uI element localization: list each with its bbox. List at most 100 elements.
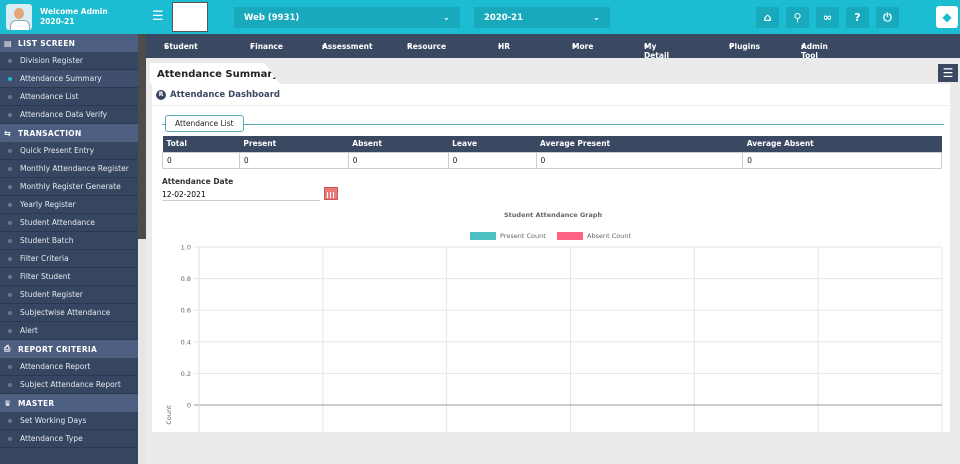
- nav-item[interactable]: Assessment ▾: [322, 41, 373, 51]
- sidebar-item-label: Monthly Attendance Register: [20, 164, 129, 173]
- chevron-down-icon: ⌄: [592, 12, 600, 23]
- calendar-icon[interactable]: [324, 187, 338, 200]
- sidebar-section[interactable]: ▤ LIST SCREEN: [0, 34, 138, 52]
- sidebar-item[interactable]: Student Register: [0, 286, 138, 304]
- nav-label: More: [572, 41, 594, 51]
- filter-settings-icon[interactable]: ☰: [938, 64, 958, 82]
- bullet-icon: [8, 94, 12, 99]
- column-header: Average Present: [536, 136, 743, 152]
- y-tick-label: 0.4: [181, 338, 191, 346]
- attendance-date-input[interactable]: [162, 188, 320, 201]
- legend-label: Present Count: [500, 232, 546, 240]
- branch-select[interactable]: Web (9931) ⌄: [234, 7, 460, 28]
- nav-label: Admin Tool: [801, 41, 828, 60]
- bullet-icon: [8, 274, 12, 279]
- bullet-icon: [8, 58, 12, 63]
- sidebar-item-label: Attendance Summary: [20, 74, 102, 83]
- nav-item[interactable]: Finance ▾: [250, 41, 283, 51]
- hamburger-menu-icon[interactable]: ☰: [152, 9, 164, 24]
- sidebar-item[interactable]: Student Attendance: [0, 214, 138, 232]
- sidebar-item[interactable]: Monthly Register Generate: [0, 178, 138, 196]
- nav-item[interactable]: HR ▾: [498, 41, 511, 51]
- bullet-icon: [8, 202, 12, 207]
- sidebar-item-label: Attendance Type: [20, 434, 83, 443]
- bullet-icon: [8, 364, 12, 369]
- sidebar-item[interactable]: Attendance Data Verify: [0, 106, 138, 124]
- legend-swatch: [470, 232, 496, 240]
- sidebar-item[interactable]: Division Register: [0, 52, 138, 70]
- y-tick-label: 0: [187, 402, 191, 410]
- nav-label: Assessment: [322, 41, 373, 51]
- sidebar-item[interactable]: Filter Student: [0, 268, 138, 286]
- nav-item[interactable]: My Detail ▾: [644, 41, 670, 60]
- sidebar-item-label: Division Register: [20, 56, 83, 65]
- column-header: Total: [162, 136, 240, 152]
- sidebar-item[interactable]: Student Batch: [0, 232, 138, 250]
- search-icon[interactable]: ⚲: [786, 7, 809, 28]
- sidebar-item[interactable]: Set Working Days: [0, 412, 138, 430]
- sidebar-item[interactable]: Subjectwise Attendance: [0, 304, 138, 322]
- nav-item[interactable]: Resource ▾: [407, 41, 447, 51]
- y-axis-label: Count: [165, 405, 173, 425]
- legend-absent[interactable]: Absent Count: [557, 232, 631, 240]
- bullet-icon: [8, 292, 12, 297]
- sidebar-item[interactable]: Yearly Register: [0, 196, 138, 214]
- table-cell: 0: [238, 151, 349, 169]
- sidebar-item[interactable]: Subject Attendance Report: [0, 376, 138, 394]
- year-text: 2020-21: [40, 17, 75, 26]
- section-label: LIST SCREEN: [18, 38, 76, 48]
- sidebar-section[interactable]: ♛ MASTER: [0, 394, 138, 412]
- session-select[interactable]: 2020-21 ⌄: [474, 7, 610, 28]
- sidebar-item[interactable]: Attendance Type: [0, 430, 138, 448]
- sidebar-item[interactable]: Monthly Attendance Register: [0, 160, 138, 178]
- bullet-icon: [8, 328, 12, 333]
- sidebar-item-label: Monthly Register Generate: [20, 182, 121, 191]
- list-icon: ▤: [4, 38, 12, 48]
- sidebar-item-label: Quick Present Entry: [20, 146, 95, 155]
- power-icon[interactable]: ⏻: [876, 7, 899, 28]
- welcome-text: Welcome Admin: [40, 7, 108, 16]
- top-header: Welcome Admin 2020-21 ☰ Web (9931) ⌄ 2020-…: [0, 0, 960, 34]
- sidebar-item[interactable]: Attendance List: [0, 88, 138, 106]
- bullet-icon: [8, 76, 12, 81]
- nav-item[interactable]: Admin Tool ▾: [801, 41, 828, 60]
- sidebar-item-label: Student Register: [20, 290, 83, 299]
- attendance-chart: 1.0 0.8 0.6 0.4 0.2 0 Count: [165, 244, 943, 432]
- sidebar-item[interactable]: Attendance Summary: [0, 70, 138, 88]
- sidebar-section[interactable]: ⎙ REPORT CRITERIA: [0, 340, 138, 358]
- page-tab[interactable]: Attendance Summary: [150, 63, 280, 84]
- sidebar-item[interactable]: Filter Criteria: [0, 250, 138, 268]
- sidebar-section[interactable]: ⇆ TRANSACTION: [0, 124, 138, 142]
- sidebar-item-label: Student Attendance: [20, 218, 96, 227]
- legend-present[interactable]: Present Count: [470, 232, 546, 240]
- paint-bucket-icon[interactable]: ◆: [936, 6, 958, 28]
- nav-label: Plugins: [729, 41, 761, 51]
- column-header: Present: [239, 136, 349, 152]
- school-logo: [172, 2, 208, 32]
- y-tick-label: 0.6: [181, 307, 191, 315]
- divider: [152, 105, 950, 106]
- sidebar-item[interactable]: Alert: [0, 322, 138, 340]
- help-icon[interactable]: ?: [846, 7, 869, 28]
- bullet-icon: [8, 382, 12, 387]
- sidebar-item[interactable]: Attendance Report: [0, 358, 138, 376]
- column-header: Average Absent: [742, 136, 942, 152]
- nav-item[interactable]: Student ▾: [164, 41, 198, 51]
- main-nav: Student ▾ Finance ▾ Assessment ▾ Resource ▾…: [146, 34, 960, 60]
- sidebar-item-label: Student Batch: [20, 236, 74, 245]
- sidebar: ▤ LIST SCREEN Division Register Attendance …: [0, 34, 138, 464]
- sidebar-item[interactable]: Quick Present Entry: [0, 142, 138, 160]
- nav-item[interactable]: Plugins ▾: [729, 41, 761, 51]
- bullet-icon: [8, 256, 12, 261]
- user-profile[interactable]: Welcome Admin 2020-21: [0, 0, 138, 34]
- nav-item[interactable]: More ▾: [572, 41, 594, 51]
- fieldset-legend: Attendance List: [165, 115, 244, 132]
- exchange-icon: ⇆: [4, 128, 12, 138]
- section-label: MASTER: [18, 398, 55, 408]
- sidebar-scrollbar[interactable]: [138, 34, 146, 464]
- table-cell: 0: [742, 151, 942, 169]
- home-icon[interactable]: ⌂: [756, 7, 779, 28]
- nav-label: Resource: [407, 41, 447, 51]
- sidebar-item-label: Attendance Report: [20, 362, 91, 371]
- link-icon[interactable]: ∞: [816, 7, 839, 28]
